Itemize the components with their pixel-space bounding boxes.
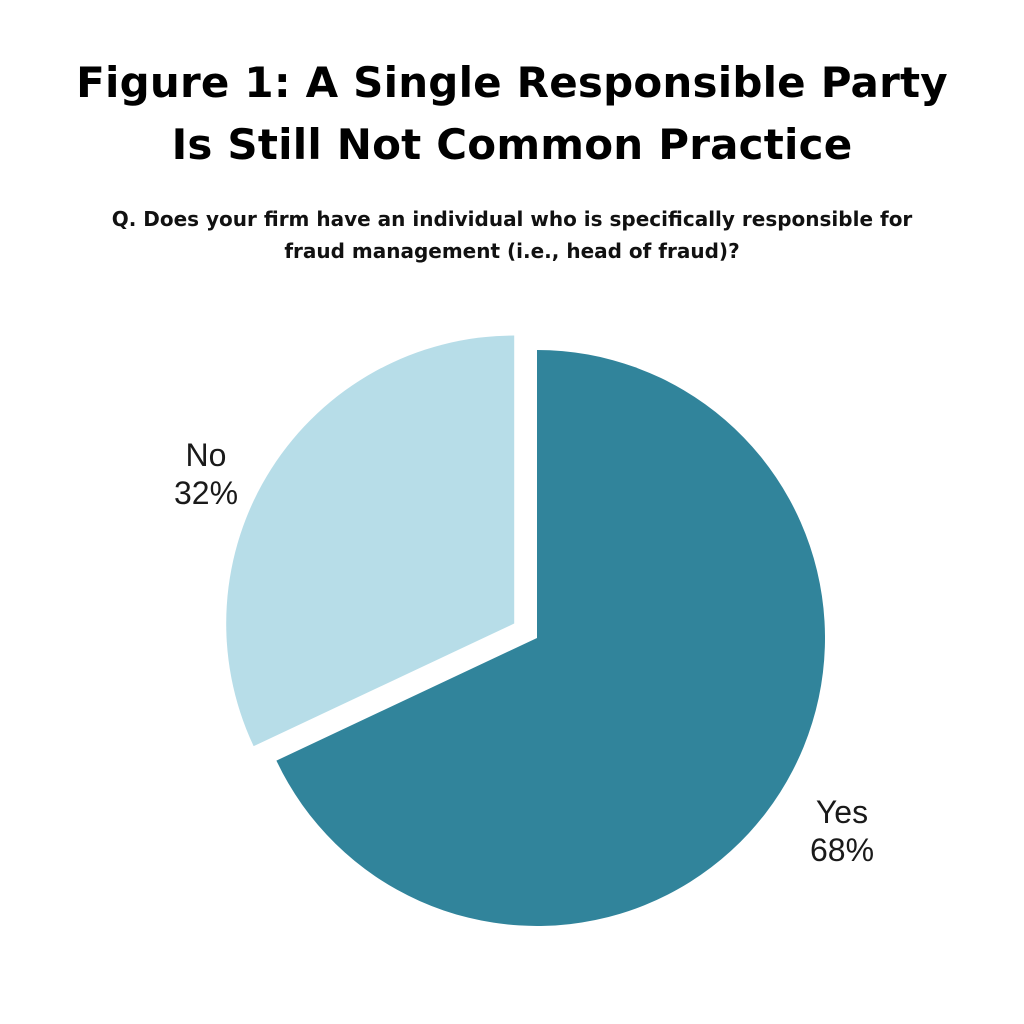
chart-title-line-1: Figure 1: A Single Responsible Party bbox=[76, 58, 948, 107]
slice-label-yes-category: Yes bbox=[816, 794, 868, 830]
chart-question: Q. Does your firm have an individual who… bbox=[0, 203, 1024, 267]
chart-title-line-2: Is Still Not Common Practice bbox=[171, 120, 853, 169]
chart-question-line-2: fraud management (i.e., head of fraud)? bbox=[284, 239, 740, 263]
chart-question-line-1: Q. Does your firm have an individual who… bbox=[111, 207, 913, 231]
slice-label-no-category: No bbox=[186, 437, 227, 473]
pie-slice-yes bbox=[276, 350, 826, 927]
pie-slice-no bbox=[226, 335, 515, 747]
slice-label-no-value: 32% bbox=[174, 475, 238, 511]
pie-slices bbox=[226, 335, 826, 927]
slice-label-yes-value: 68% bbox=[810, 832, 874, 868]
chart-title: Figure 1: A Single Responsible Party Is … bbox=[0, 52, 1024, 176]
